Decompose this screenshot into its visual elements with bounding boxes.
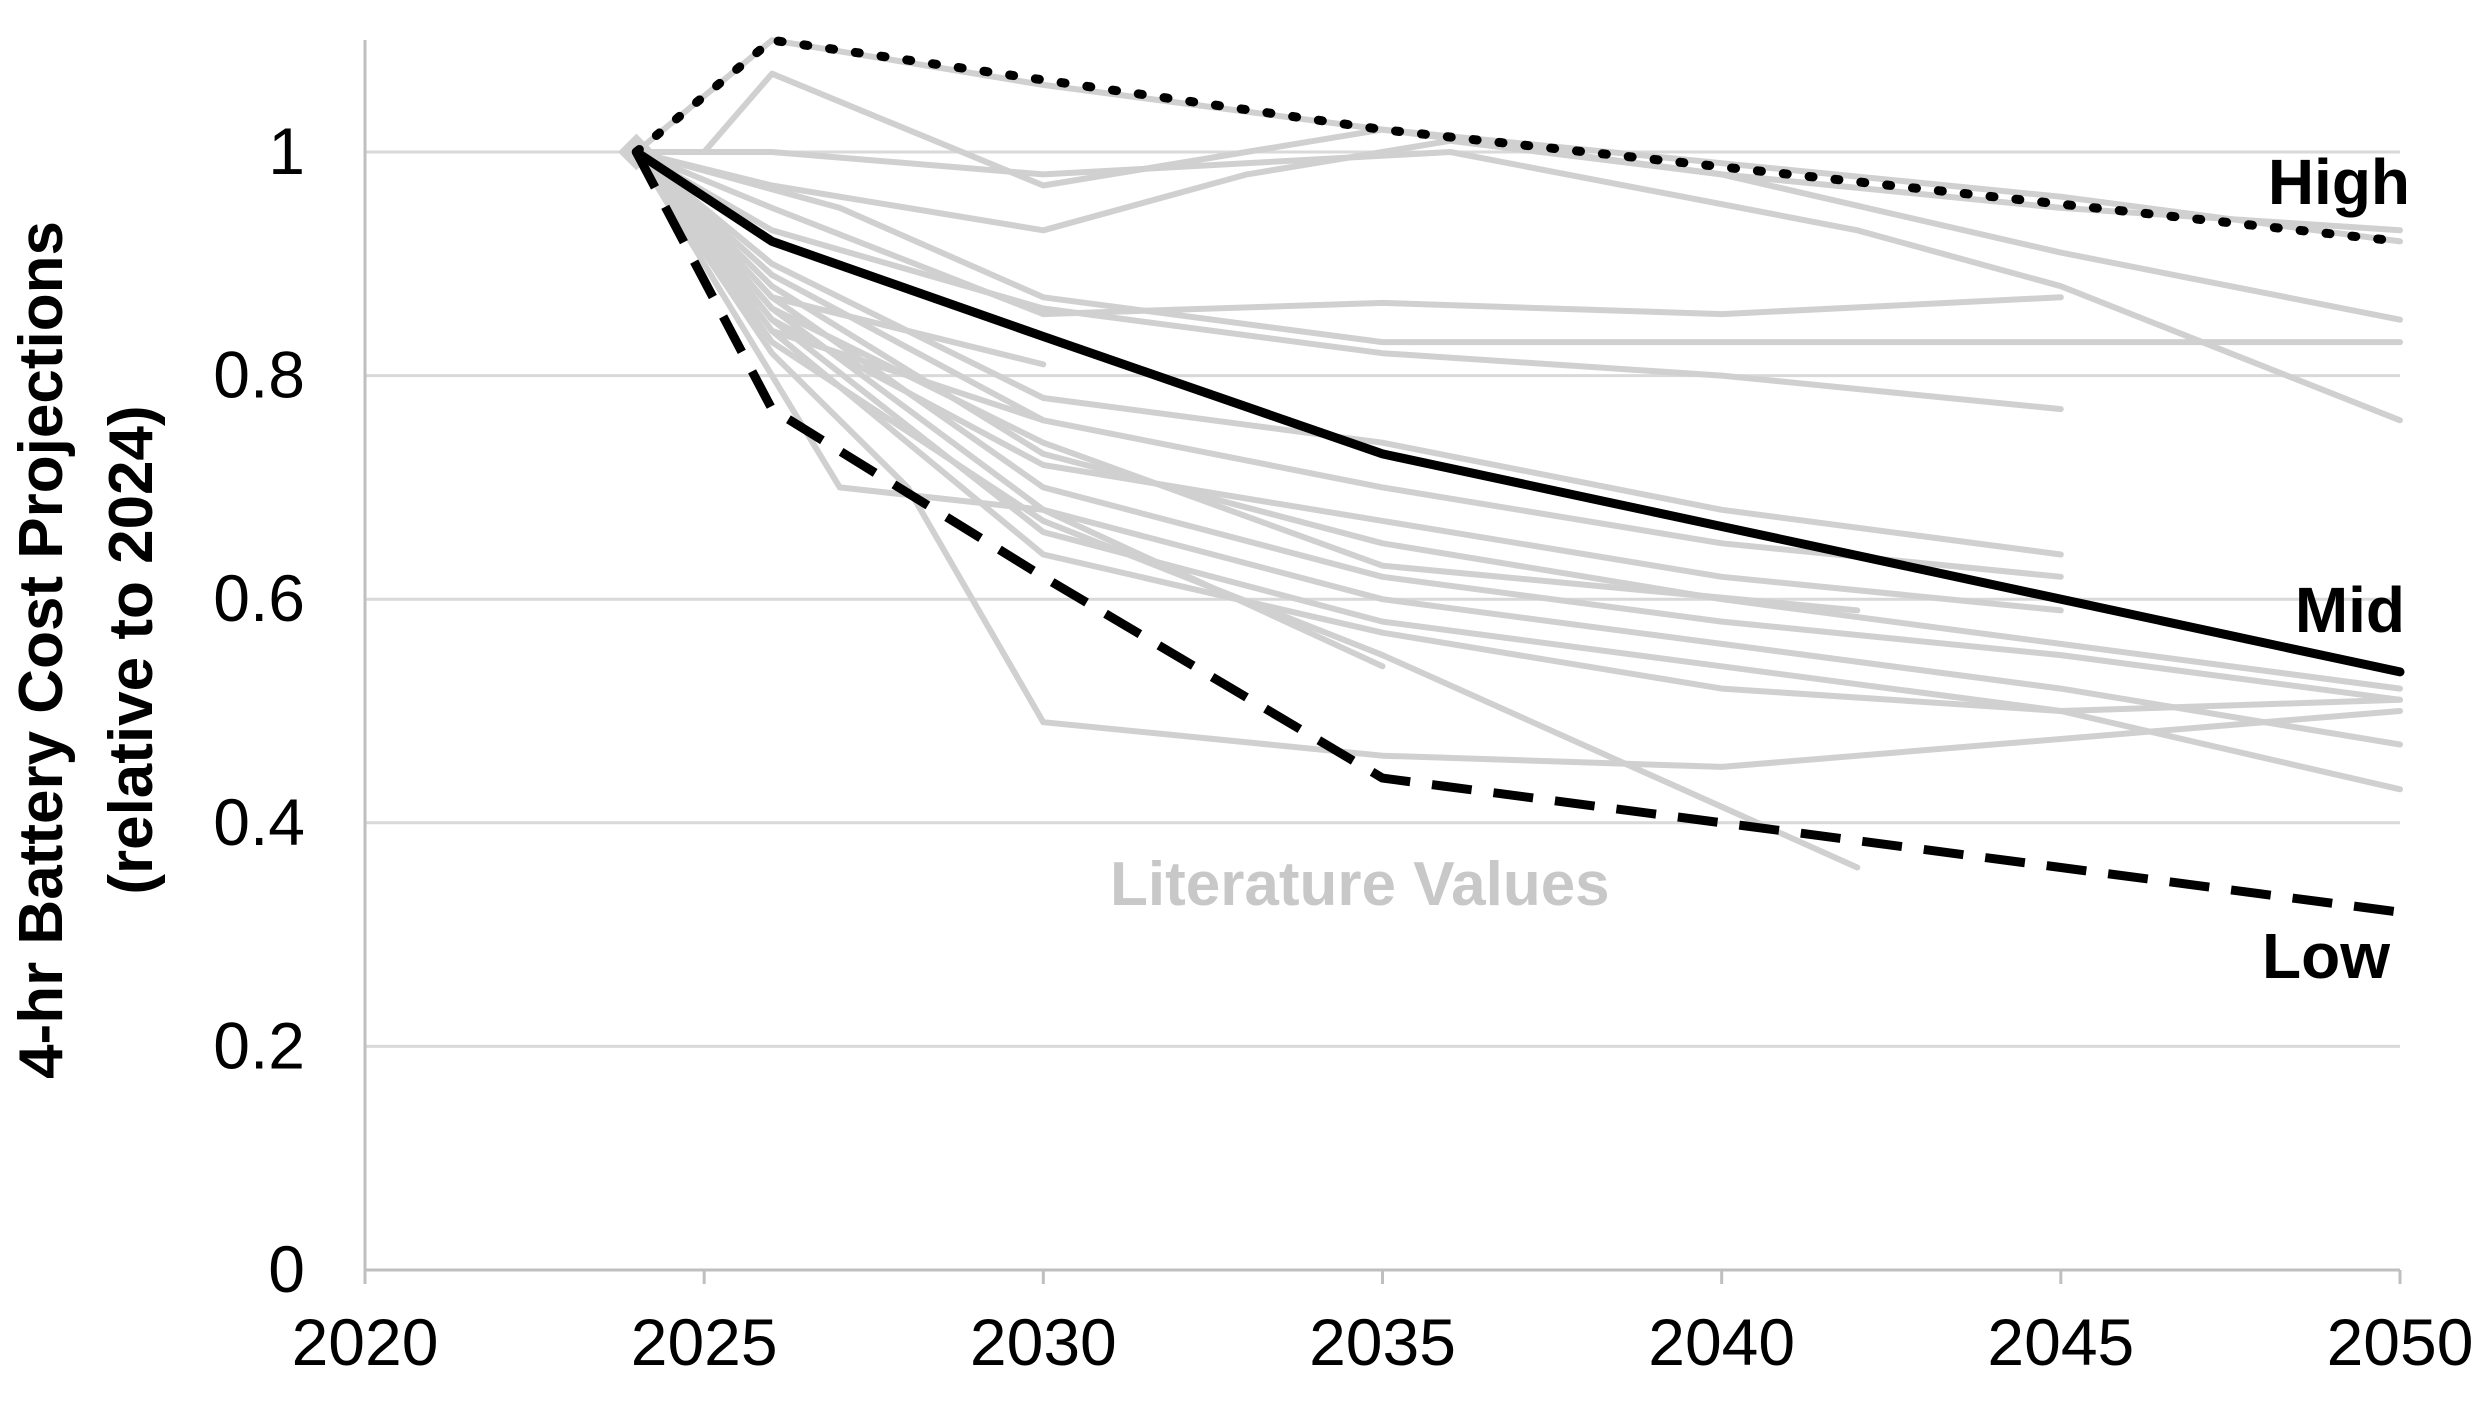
literature-line-6 bbox=[633, 149, 2064, 318]
literature-line-2 bbox=[633, 70, 2403, 323]
literature-line-3 bbox=[633, 149, 2403, 424]
literature-line-10 bbox=[633, 149, 2403, 692]
x-tick-label-2045: 2045 bbox=[1987, 1305, 2134, 1379]
tick-labels: 2020 2025 2030 2035 2040 2045 2050 0 0.2 0.4 0.6 0.… bbox=[213, 114, 2473, 1379]
annotations: 4-hr Battery Cost Projections (relative … bbox=[7, 146, 2410, 1079]
x-tick-label-2050: 2050 bbox=[2327, 1305, 2474, 1379]
y-tick-label-0.8: 0.8 bbox=[213, 338, 305, 412]
literature-lines bbox=[617, 37, 2403, 871]
series-line-high bbox=[631, 35, 2405, 246]
literature-line-21 bbox=[633, 149, 1047, 424]
series-label-mid: Mid bbox=[2295, 574, 2405, 646]
literature-line-18 bbox=[633, 149, 2403, 770]
literature-line-8 bbox=[633, 149, 2064, 558]
y-tick-label-0.6: 0.6 bbox=[213, 561, 305, 635]
y-tick-label-0.4: 0.4 bbox=[213, 785, 305, 859]
series-line-mid bbox=[631, 147, 2405, 677]
x-tick-label-2030: 2030 bbox=[970, 1305, 1117, 1379]
series-label-low: Low bbox=[2262, 920, 2390, 992]
literature-line-15 bbox=[633, 149, 2064, 614]
x-tick-label-2020: 2020 bbox=[292, 1305, 439, 1379]
x-tick-label-2035: 2035 bbox=[1309, 1305, 1456, 1379]
literature-line-9 bbox=[633, 149, 2064, 580]
literature-line-20 bbox=[633, 149, 1047, 368]
y-tick-label-1: 1 bbox=[268, 114, 305, 188]
literature-line-7 bbox=[633, 149, 2064, 413]
y-tick-label-0.2: 0.2 bbox=[213, 1008, 305, 1082]
literature-line-17 bbox=[633, 149, 1386, 670]
literature-values-label: Literature Values bbox=[1110, 850, 1610, 919]
x-tick-label-2025: 2025 bbox=[631, 1305, 778, 1379]
x-tick-label-2040: 2040 bbox=[1648, 1305, 1795, 1379]
y-tick-label-0: 0 bbox=[268, 1232, 305, 1306]
literature-line-16 bbox=[633, 149, 1861, 871]
series-line-low bbox=[632, 149, 2401, 917]
literature-line-19 bbox=[633, 149, 1861, 614]
projection-lines bbox=[631, 35, 2405, 917]
series-label-high: High bbox=[2268, 146, 2410, 218]
literature-line-5 bbox=[633, 149, 2403, 346]
y-axis-title-line2: (relative to 2024) bbox=[97, 405, 166, 894]
y-axis-title-line1: 4-hr Battery Cost Projections bbox=[7, 221, 76, 1079]
literature-line-4 bbox=[633, 137, 2403, 234]
